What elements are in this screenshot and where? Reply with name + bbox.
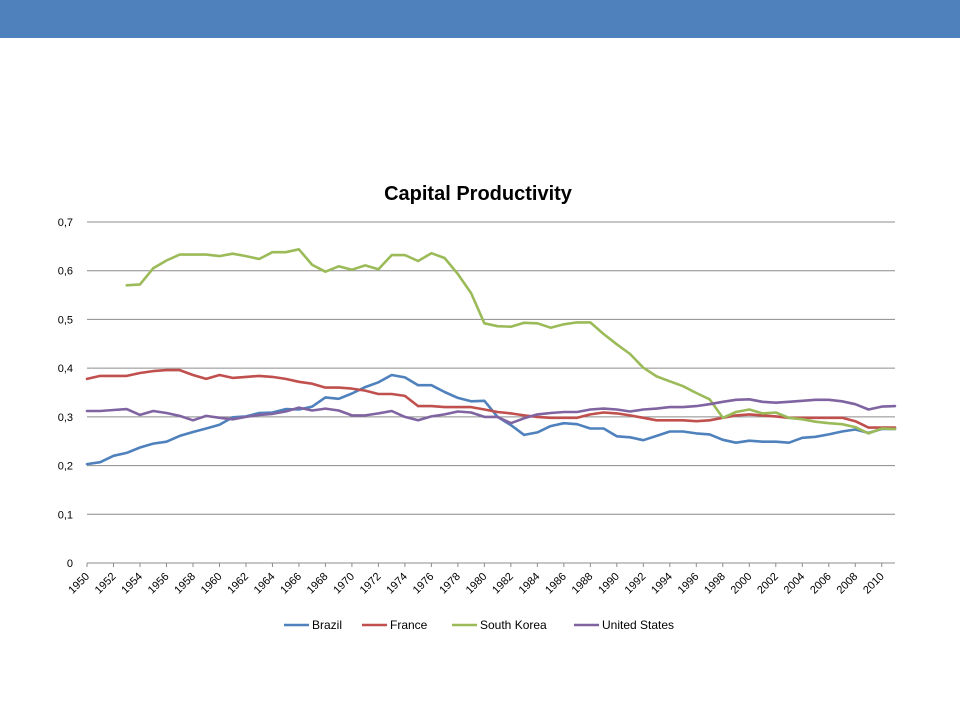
x-tick-label: 1958: [172, 571, 198, 597]
x-tick-label: 1992: [623, 571, 649, 597]
x-tick-label: 1968: [305, 571, 331, 597]
gridlines: [87, 221, 895, 564]
x-tick-label: 2004: [782, 571, 808, 597]
y-tick-label: 0,3: [58, 412, 73, 424]
series-line-france: [85, 368, 897, 429]
x-tick-label: 1952: [93, 571, 119, 597]
legend-label: France: [390, 618, 428, 632]
x-tick-label: 2010: [861, 571, 887, 597]
y-tick-label: 0,5: [58, 314, 73, 326]
x-tick-label: 2006: [808, 571, 834, 597]
chart-title: Capital Productivity: [384, 183, 573, 205]
x-tick-label: 1956: [146, 571, 172, 597]
legend-label: United States: [602, 618, 674, 632]
x-tick-label: 1964: [252, 571, 278, 597]
x-axis-ticks: 1950 1952 1954 1956 1958 1960 1962 1964 1966 1968…: [66, 563, 887, 596]
header-bar: [0, 0, 960, 38]
x-tick-label: 1990: [596, 571, 622, 597]
x-tick-label: 1986: [543, 571, 569, 597]
x-tick-label: 1980: [464, 571, 490, 597]
x-tick-label: 1972: [358, 571, 384, 597]
x-tick-label: 2000: [729, 571, 755, 597]
x-tick-label: 1960: [199, 571, 225, 597]
x-tick-label: 2008: [835, 571, 861, 597]
x-tick-label: 1988: [570, 571, 596, 597]
legend-item: United States: [574, 618, 674, 632]
x-tick-label: 1962: [225, 571, 251, 597]
y-tick-label: 0,7: [58, 217, 73, 229]
x-tick-label: 1982: [490, 571, 516, 597]
series-line-brazil: [85, 373, 897, 466]
series-group: [85, 248, 897, 466]
y-tick-label: 0,2: [58, 461, 73, 473]
legend-label: South Korea: [480, 618, 547, 632]
series-line-south-korea: [125, 248, 897, 435]
y-axis-ticks: 0 0,1 0,2 0,3 0,4 0,5 0,6 0,7: [58, 217, 73, 570]
x-tick-label: 1950: [66, 571, 92, 597]
x-tick-label: 1970: [331, 571, 357, 597]
x-tick-label: 1996: [676, 571, 702, 597]
y-tick-label: 0,1: [58, 509, 73, 521]
legend: Brazil France South Korea United States: [284, 618, 674, 632]
x-tick-label: 2002: [755, 571, 781, 597]
x-tick-label: 1994: [649, 571, 675, 597]
x-tick-label: 1984: [517, 571, 543, 597]
legend-label: Brazil: [312, 618, 342, 632]
x-tick-label: 1998: [702, 571, 728, 597]
legend-item: South Korea: [452, 618, 547, 632]
x-tick-label: 1954: [119, 571, 145, 597]
x-tick-label: 1974: [384, 571, 410, 597]
x-tick-label: 1976: [411, 571, 437, 597]
x-tick-label: 1966: [278, 571, 304, 597]
legend-item: Brazil: [284, 618, 342, 632]
y-tick-label: 0: [67, 558, 73, 570]
legend-item: France: [362, 618, 428, 632]
y-tick-label: 0,4: [58, 363, 73, 375]
y-tick-label: 0,6: [58, 266, 73, 278]
series-line-united-states: [85, 398, 897, 425]
x-tick-label: 1978: [437, 571, 463, 597]
